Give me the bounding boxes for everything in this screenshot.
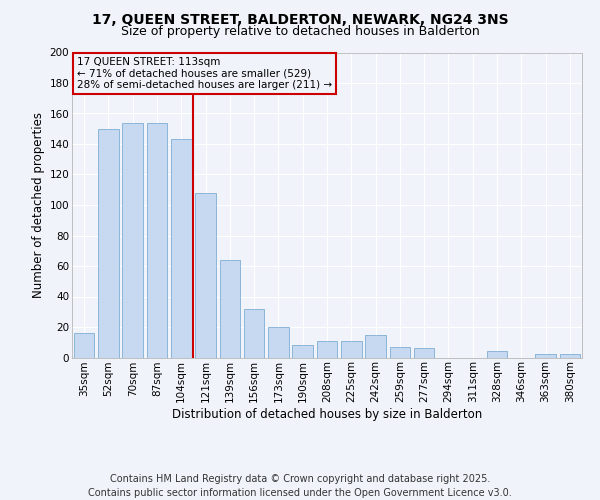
Bar	[389, 347, 410, 358]
Bar	[365, 334, 386, 357]
Bar	[220, 260, 240, 358]
Bar	[414, 348, 434, 358]
Bar	[171, 140, 191, 358]
Bar	[74, 333, 94, 357]
Y-axis label: Number of detached properties: Number of detached properties	[32, 112, 46, 298]
Bar	[487, 352, 508, 358]
Bar	[560, 354, 580, 358]
Bar	[98, 128, 119, 358]
Bar	[341, 340, 362, 357]
Bar	[317, 340, 337, 357]
Text: 17 QUEEN STREET: 113sqm
← 71% of detached houses are smaller (529)
28% of semi-d: 17 QUEEN STREET: 113sqm ← 71% of detache…	[77, 57, 332, 90]
Text: Contains HM Land Registry data © Crown copyright and database right 2025.
Contai: Contains HM Land Registry data © Crown c…	[88, 474, 512, 498]
Bar	[292, 346, 313, 358]
Bar	[535, 354, 556, 358]
Text: 17, QUEEN STREET, BALDERTON, NEWARK, NG24 3NS: 17, QUEEN STREET, BALDERTON, NEWARK, NG2…	[92, 12, 508, 26]
Bar	[244, 308, 265, 358]
Bar	[268, 327, 289, 358]
Bar	[122, 122, 143, 358]
Bar	[195, 193, 216, 358]
X-axis label: Distribution of detached houses by size in Balderton: Distribution of detached houses by size …	[172, 408, 482, 421]
Text: Size of property relative to detached houses in Balderton: Size of property relative to detached ho…	[121, 25, 479, 38]
Bar	[146, 122, 167, 358]
